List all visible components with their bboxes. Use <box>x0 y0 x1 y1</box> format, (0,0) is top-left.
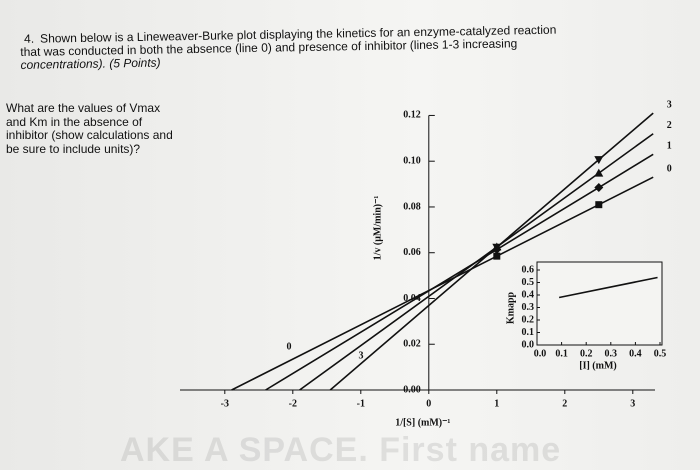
y-tick-label: 0.0 <box>522 339 535 350</box>
line-label: 0 <box>287 341 292 352</box>
prompt-line: inhibitor (show calculations and <box>6 128 173 142</box>
x-tick-label: 0.3 <box>605 348 618 359</box>
prompt-line: be sure to include units)? <box>6 141 141 156</box>
x-tick-label: 0.4 <box>629 348 642 359</box>
prompt-line: What are the values of Vmax <box>6 101 161 115</box>
x-tick-label: 3 <box>630 398 635 409</box>
y-tick-label: 0.4 <box>522 289 535 300</box>
line-label: 3 <box>359 350 364 361</box>
marker <box>595 201 603 209</box>
marker <box>594 168 604 177</box>
line-label: 3 <box>667 99 672 110</box>
marker <box>594 156 604 165</box>
data-line <box>299 133 654 391</box>
x-tick-label: 0.1 <box>555 348 568 359</box>
marker <box>594 183 604 193</box>
data-line <box>265 153 654 391</box>
x-tick-label: 0.0 <box>534 348 547 359</box>
x-tick-label: -1 <box>357 398 365 409</box>
x-axis-title: 1/[S] (mM)⁻¹ <box>395 417 450 428</box>
y-tick-label: 0.3 <box>522 302 535 313</box>
prompt-line: and Km in the absence of <box>6 114 143 129</box>
y-tick-label: 0.2 <box>522 314 535 325</box>
line-label: 0 <box>667 164 672 175</box>
data-line <box>231 176 654 391</box>
x-tick-label: -2 <box>289 398 297 409</box>
y-tick-label: 0.10 <box>403 155 421 166</box>
data-line <box>329 112 654 391</box>
prompt: What are the values of Vmax and Km in th… <box>6 101 173 156</box>
x-tick-label: 1 <box>494 398 499 409</box>
x-tick-label: 0 <box>426 398 431 409</box>
line-label: 1 <box>667 141 672 152</box>
y-tick-label: 0.12 <box>403 110 421 121</box>
inset-frame <box>536 261 663 346</box>
y-tick-label: 0.5 <box>522 277 535 288</box>
line-label: 2 <box>667 120 672 131</box>
x-tick-label: -3 <box>221 398 229 409</box>
y-tick-label: 0.6 <box>522 264 535 275</box>
y-tick-label: 0.02 <box>403 339 421 350</box>
y-tick-label: 0.06 <box>403 247 421 258</box>
data-line <box>558 276 658 299</box>
watermark: AKE A SPACE. First name <box>120 431 562 469</box>
x-tick-label: 2 <box>562 398 567 409</box>
y-tick-label: 0.00 <box>403 384 421 395</box>
marker <box>493 252 501 260</box>
y-axis-title: Kmapp <box>505 291 516 324</box>
x-tick-label: 0.5 <box>654 348 667 359</box>
y-tick-label: 0.08 <box>403 201 421 212</box>
y-tick-label: 0.1 <box>522 327 535 338</box>
marker <box>492 243 502 252</box>
y-axis-title: 1/v (μM/min)⁻¹ <box>372 196 383 261</box>
x-axis-title: [I] (mM) <box>579 360 616 371</box>
x-tick-label: 0.2 <box>580 348 593 359</box>
